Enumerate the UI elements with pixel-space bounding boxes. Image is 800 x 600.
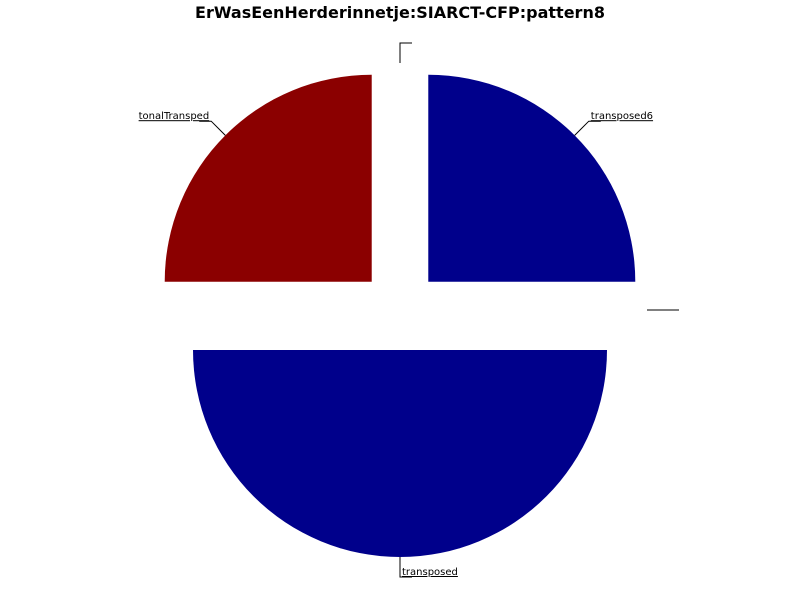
pie-labels: transposed6 transposed tonalTransped — [139, 42, 679, 578]
pie-slice-0 — [428, 74, 636, 282]
pie-label-2: transposed — [402, 567, 458, 578]
chart-title: ErWasEenHerderinnetje:SIARCT-CFP:pattern… — [195, 3, 605, 22]
pie-label-0: transposed6 — [591, 111, 653, 122]
pie-leader-2 — [399, 557, 412, 578]
pie-slices — [164, 74, 636, 557]
pie-slice-2 — [193, 350, 607, 557]
pie-slice-3 — [164, 74, 372, 282]
pie-leader-4 — [399, 42, 412, 63]
pie-label-3: tonalTransped — [139, 111, 210, 122]
pie-leader-3 — [199, 120, 226, 136]
pie-leader-0 — [574, 120, 601, 136]
